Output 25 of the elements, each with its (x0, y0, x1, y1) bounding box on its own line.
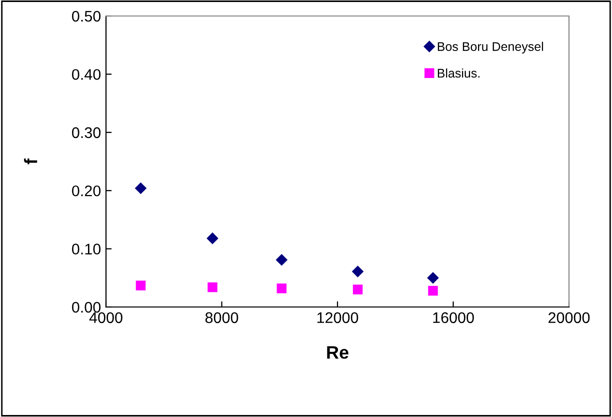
y-axis-title: f (24, 158, 38, 164)
x-tick-label: 20000 (548, 312, 590, 324)
point (135, 182, 146, 194)
point (208, 282, 218, 292)
y-tick-label: 0.50 (72, 10, 101, 22)
y-tick-label: 0.20 (72, 185, 101, 196)
y-tick-label: 0.30 (72, 127, 101, 138)
point (352, 266, 364, 278)
legend-label: Blasius. (438, 68, 480, 78)
point (428, 286, 438, 296)
point (276, 254, 288, 266)
point (206, 232, 218, 244)
y-tick-label: 0.40 (72, 69, 101, 80)
x-tick-label: 12000 (317, 312, 358, 324)
x-tick-label: 4000 (89, 312, 122, 324)
x-tick-label: 8000 (205, 312, 238, 324)
point (136, 280, 146, 290)
point (276, 284, 287, 294)
x-axis-title: Re (327, 346, 348, 359)
x-tick-label: 16000 (433, 312, 474, 324)
y-tick-label: 0.10 (72, 244, 101, 254)
legend-label: Bos Boru Deneysel (438, 42, 544, 54)
point (352, 284, 363, 294)
y-tick-label: 0.00 (72, 302, 101, 313)
point (427, 272, 439, 284)
